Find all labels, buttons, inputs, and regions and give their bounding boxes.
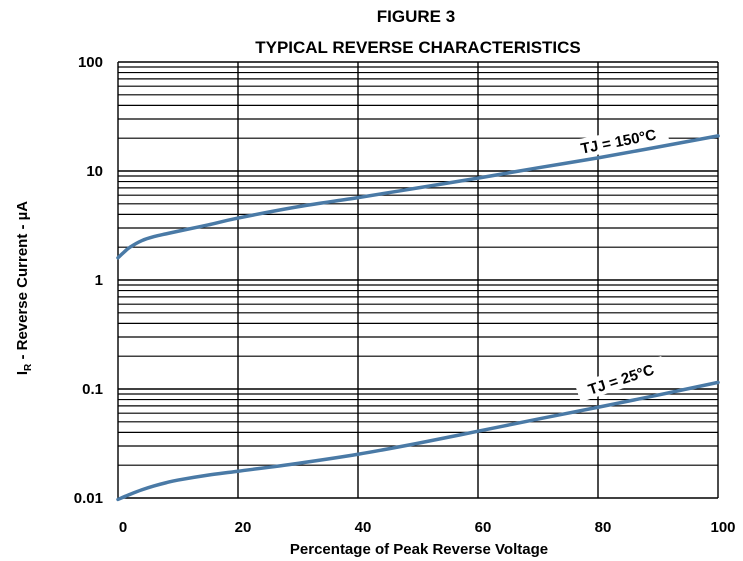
y-tick-label: 100 (78, 54, 103, 71)
x-axis-label: Percentage of Peak Reverse Voltage (290, 541, 548, 558)
series-line-tj-150c (116, 134, 720, 260)
series-labels: TJ = 150°CTJ = 25°C (567, 122, 670, 403)
series-label-background (567, 122, 670, 160)
x-tick-label: 100 (710, 519, 735, 536)
y-tick-label: 0.01 (74, 490, 103, 507)
y-axis-label: IR - Reverse Current - µA (14, 201, 34, 375)
series-lines (116, 134, 720, 502)
series-label-background (574, 356, 668, 403)
y-axis-ticks: 0.01 0.1 1 10 100 (74, 54, 103, 507)
y-axis-label-subscript: R (23, 363, 34, 371)
y-tick-label: 10 (86, 163, 103, 180)
chart-title: FIGURE 3 (377, 7, 455, 26)
y-tick-label: 0.1 (82, 381, 103, 398)
x-tick-label: 40 (355, 519, 372, 536)
chart-subtitle: TYPICAL REVERSE CHARACTERISTICS (255, 38, 581, 57)
x-axis-ticks: 0 20 40 60 80 100 (119, 519, 736, 536)
x-tick-label: 80 (595, 519, 612, 536)
series-line-tj-25c (116, 380, 720, 502)
x-tick-label: 60 (475, 519, 492, 536)
y-axis-label-main: I (14, 371, 31, 375)
y-axis-label-rest: - Reverse Current - µA (14, 201, 31, 364)
x-tick-label: 20 (235, 519, 252, 536)
y-tick-label: 1 (95, 272, 103, 289)
x-tick-label: 0 (119, 519, 127, 536)
